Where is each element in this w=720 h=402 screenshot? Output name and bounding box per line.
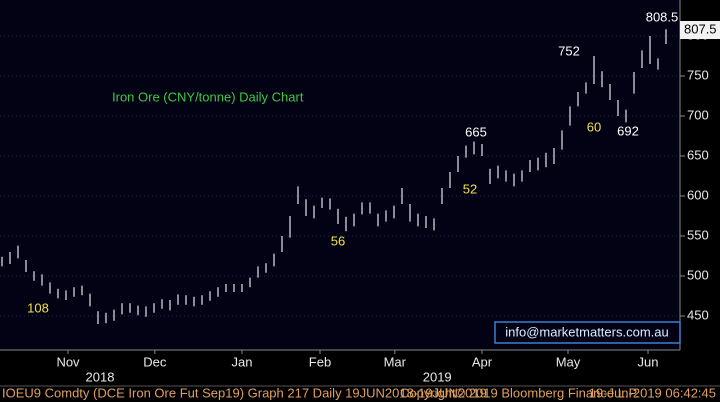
y-tick-label: 450 bbox=[687, 307, 709, 322]
watermark-box bbox=[494, 321, 681, 344]
x-tick-label: Nov bbox=[56, 354, 80, 369]
annotation: 108 bbox=[27, 300, 49, 315]
y-tick-label: 600 bbox=[687, 187, 709, 202]
footer-copyright: Copyright© 2019 Bloomberg Finance L.P. bbox=[400, 385, 639, 400]
watermark: info@marketmatters.com.au bbox=[505, 324, 668, 339]
annotation: 60 bbox=[587, 119, 601, 134]
plot-area bbox=[0, 0, 680, 350]
annotation: 56 bbox=[331, 233, 345, 248]
footer-left: IOEU9 Comdty (DCE Iron Ore Fut Sep19) Gr… bbox=[2, 385, 487, 400]
annotation: 52 bbox=[463, 181, 477, 196]
x-tick-label: Mar bbox=[384, 354, 407, 369]
year-label: 2019 bbox=[423, 369, 452, 384]
annotation: 808.5 bbox=[646, 9, 679, 24]
x-tick-label: May bbox=[556, 354, 581, 369]
annotation: 692 bbox=[617, 123, 639, 138]
y-tick-label: 650 bbox=[687, 147, 709, 162]
year-label: 2018 bbox=[86, 369, 115, 384]
footer-time: 19-Jun-2019 06:42:45 bbox=[589, 385, 716, 400]
y-tick-label: 500 bbox=[687, 267, 709, 282]
x-tick-label: Jun bbox=[638, 354, 659, 369]
last-price-label: 807.5 bbox=[684, 21, 717, 36]
y-tick-label: 700 bbox=[687, 107, 709, 122]
x-tick-label: Feb bbox=[309, 354, 331, 369]
annotation: 752 bbox=[558, 43, 580, 58]
chart-title: Iron Ore (CNY/tonne) Daily Chart bbox=[112, 89, 304, 104]
x-tick-label: Apr bbox=[472, 354, 493, 369]
x-tick-label: Dec bbox=[143, 354, 167, 369]
y-tick-label: 550 bbox=[687, 227, 709, 242]
last-price-box bbox=[680, 21, 720, 39]
y-tick-label: 750 bbox=[687, 67, 709, 82]
annotation: 665 bbox=[465, 124, 487, 139]
x-tick-label: Jan bbox=[232, 354, 253, 369]
